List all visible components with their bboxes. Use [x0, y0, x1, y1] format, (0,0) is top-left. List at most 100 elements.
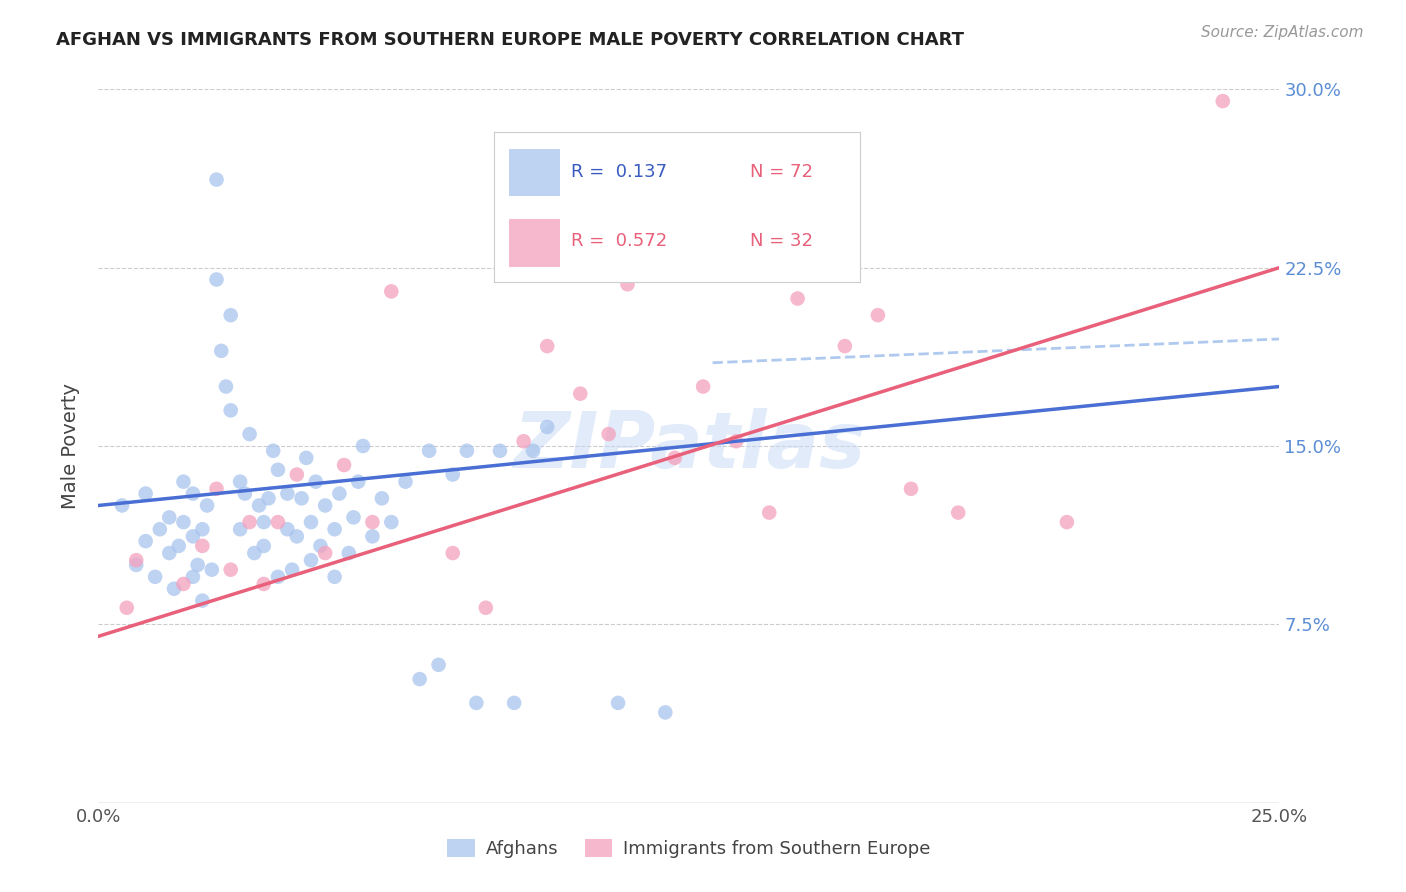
Point: [172, 515, 194, 529]
Point: [243, 546, 266, 560]
Point: [157, 546, 180, 560]
Point: [361, 529, 384, 543]
Point: [475, 600, 498, 615]
Point: [215, 379, 238, 393]
Point: [201, 563, 224, 577]
Point: [247, 499, 270, 513]
Point: [352, 439, 374, 453]
Point: [219, 563, 242, 577]
Point: [342, 510, 364, 524]
Point: [323, 522, 346, 536]
Point: [267, 463, 290, 477]
Point: [441, 467, 464, 482]
Point: [834, 339, 856, 353]
Text: AFGHAN VS IMMIGRANTS FROM SOUTHERN EUROPE MALE POVERTY CORRELATION CHART: AFGHAN VS IMMIGRANTS FROM SOUTHERN EUROP…: [56, 31, 965, 49]
Point: [427, 657, 450, 672]
Point: [380, 515, 402, 529]
Point: [205, 172, 228, 186]
Point: [314, 546, 336, 560]
Point: [209, 343, 232, 358]
Point: [181, 570, 204, 584]
Point: [135, 534, 157, 549]
Point: [380, 285, 402, 299]
Point: [465, 696, 488, 710]
Point: [281, 563, 304, 577]
Point: [536, 339, 558, 353]
Point: [239, 515, 262, 529]
Point: [607, 696, 630, 710]
Point: [598, 427, 620, 442]
Point: [664, 450, 686, 465]
Point: [111, 499, 134, 513]
Point: [616, 277, 638, 292]
Point: [418, 443, 440, 458]
Point: [290, 491, 312, 506]
Point: [569, 386, 592, 401]
Point: [503, 696, 526, 710]
Point: [219, 308, 242, 322]
Point: [512, 434, 534, 449]
Point: [276, 486, 298, 500]
Point: [187, 558, 209, 572]
Point: [172, 577, 194, 591]
Point: [305, 475, 328, 489]
Point: [866, 308, 889, 322]
Point: [163, 582, 186, 596]
Point: [299, 515, 322, 529]
Legend: Afghans, Immigrants from Southern Europe: Afghans, Immigrants from Southern Europe: [440, 831, 938, 865]
Point: [143, 570, 166, 584]
Point: [262, 443, 284, 458]
Point: [758, 506, 780, 520]
Point: [328, 486, 350, 500]
Point: [285, 529, 308, 543]
Point: [229, 522, 252, 536]
Point: [125, 553, 148, 567]
Point: [361, 515, 384, 529]
Point: [181, 486, 204, 500]
Point: [337, 546, 360, 560]
Point: [135, 486, 157, 500]
Point: [257, 491, 280, 506]
Point: [205, 272, 228, 286]
Point: [441, 546, 464, 560]
Point: [149, 522, 172, 536]
Point: [219, 403, 242, 417]
Point: [267, 515, 290, 529]
Point: [191, 593, 214, 607]
Point: [115, 600, 138, 615]
Point: [229, 475, 252, 489]
Point: [1212, 94, 1234, 108]
Point: [205, 482, 228, 496]
Point: [456, 443, 478, 458]
Point: [191, 522, 214, 536]
Point: [948, 506, 970, 520]
Text: ZIPatlas: ZIPatlas: [513, 408, 865, 484]
Point: [195, 499, 218, 513]
Point: [309, 539, 332, 553]
Point: [233, 486, 256, 500]
Point: [489, 443, 512, 458]
Point: [323, 570, 346, 584]
Point: [347, 475, 370, 489]
Point: [900, 482, 922, 496]
Point: [522, 443, 544, 458]
Point: [253, 577, 276, 591]
Point: [394, 475, 416, 489]
Point: [786, 292, 808, 306]
Point: [253, 515, 276, 529]
Point: [191, 539, 214, 553]
Point: [654, 706, 676, 720]
Point: [333, 458, 356, 472]
Point: [267, 570, 290, 584]
Point: [299, 553, 322, 567]
Point: [725, 434, 748, 449]
Point: [181, 529, 204, 543]
Point: [285, 467, 308, 482]
Point: [276, 522, 298, 536]
Point: [371, 491, 394, 506]
Point: [295, 450, 318, 465]
Point: [408, 672, 430, 686]
Point: [125, 558, 148, 572]
Point: [536, 420, 558, 434]
Text: Source: ZipAtlas.com: Source: ZipAtlas.com: [1201, 25, 1364, 40]
